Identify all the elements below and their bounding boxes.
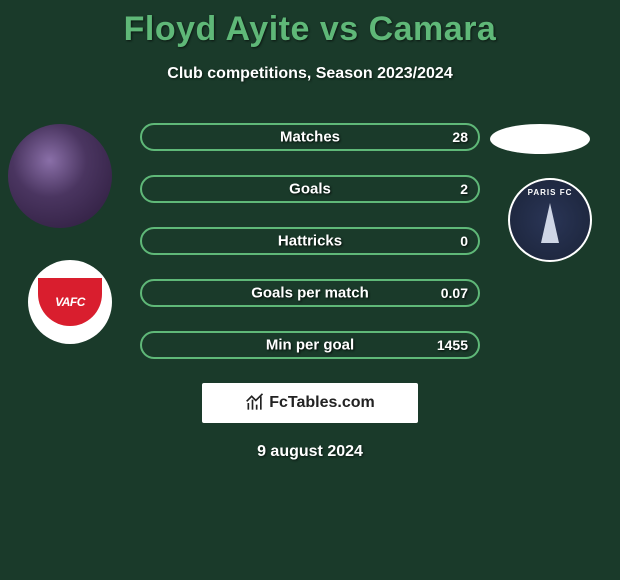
stat-label: Goals per match [251,285,369,302]
stat-right-value: 0 [460,233,468,249]
watermark-text: FcTables.com [269,394,375,412]
bar-chart-icon [245,393,265,413]
player2-club-badge: PARIS FC [508,178,592,262]
stat-right-value: 1455 [437,337,468,353]
watermark-badge: FcTables.com [202,383,418,423]
stat-row-min-per-goal: Min per goal 1455 [140,331,480,359]
eiffel-icon [537,203,563,247]
stat-label: Matches [280,129,340,146]
stat-label: Goals [289,181,331,198]
stat-row-hattricks: Hattricks 0 [140,227,480,255]
stat-right-value: 2 [460,181,468,197]
player2-photo [490,124,590,154]
club1-abbr: VAFC [38,278,102,326]
stat-row-goals-per-match: Goals per match 0.07 [140,279,480,307]
player1-photo [8,124,112,228]
snapshot-date: 9 august 2024 [0,443,620,461]
player1-club-badge: VAFC [28,260,112,344]
stat-row-goals: Goals 2 [140,175,480,203]
stat-right-value: 28 [452,129,468,145]
stat-right-value: 0.07 [441,285,468,301]
stat-label: Min per goal [266,337,354,354]
stat-label: Hattricks [278,233,342,250]
season-subtitle: Club competitions, Season 2023/2024 [0,65,620,83]
comparison-title: Floyd Ayite vs Camara [0,0,620,49]
stat-row-matches: Matches 28 [140,123,480,151]
club2-abbr: PARIS FC [528,188,573,197]
